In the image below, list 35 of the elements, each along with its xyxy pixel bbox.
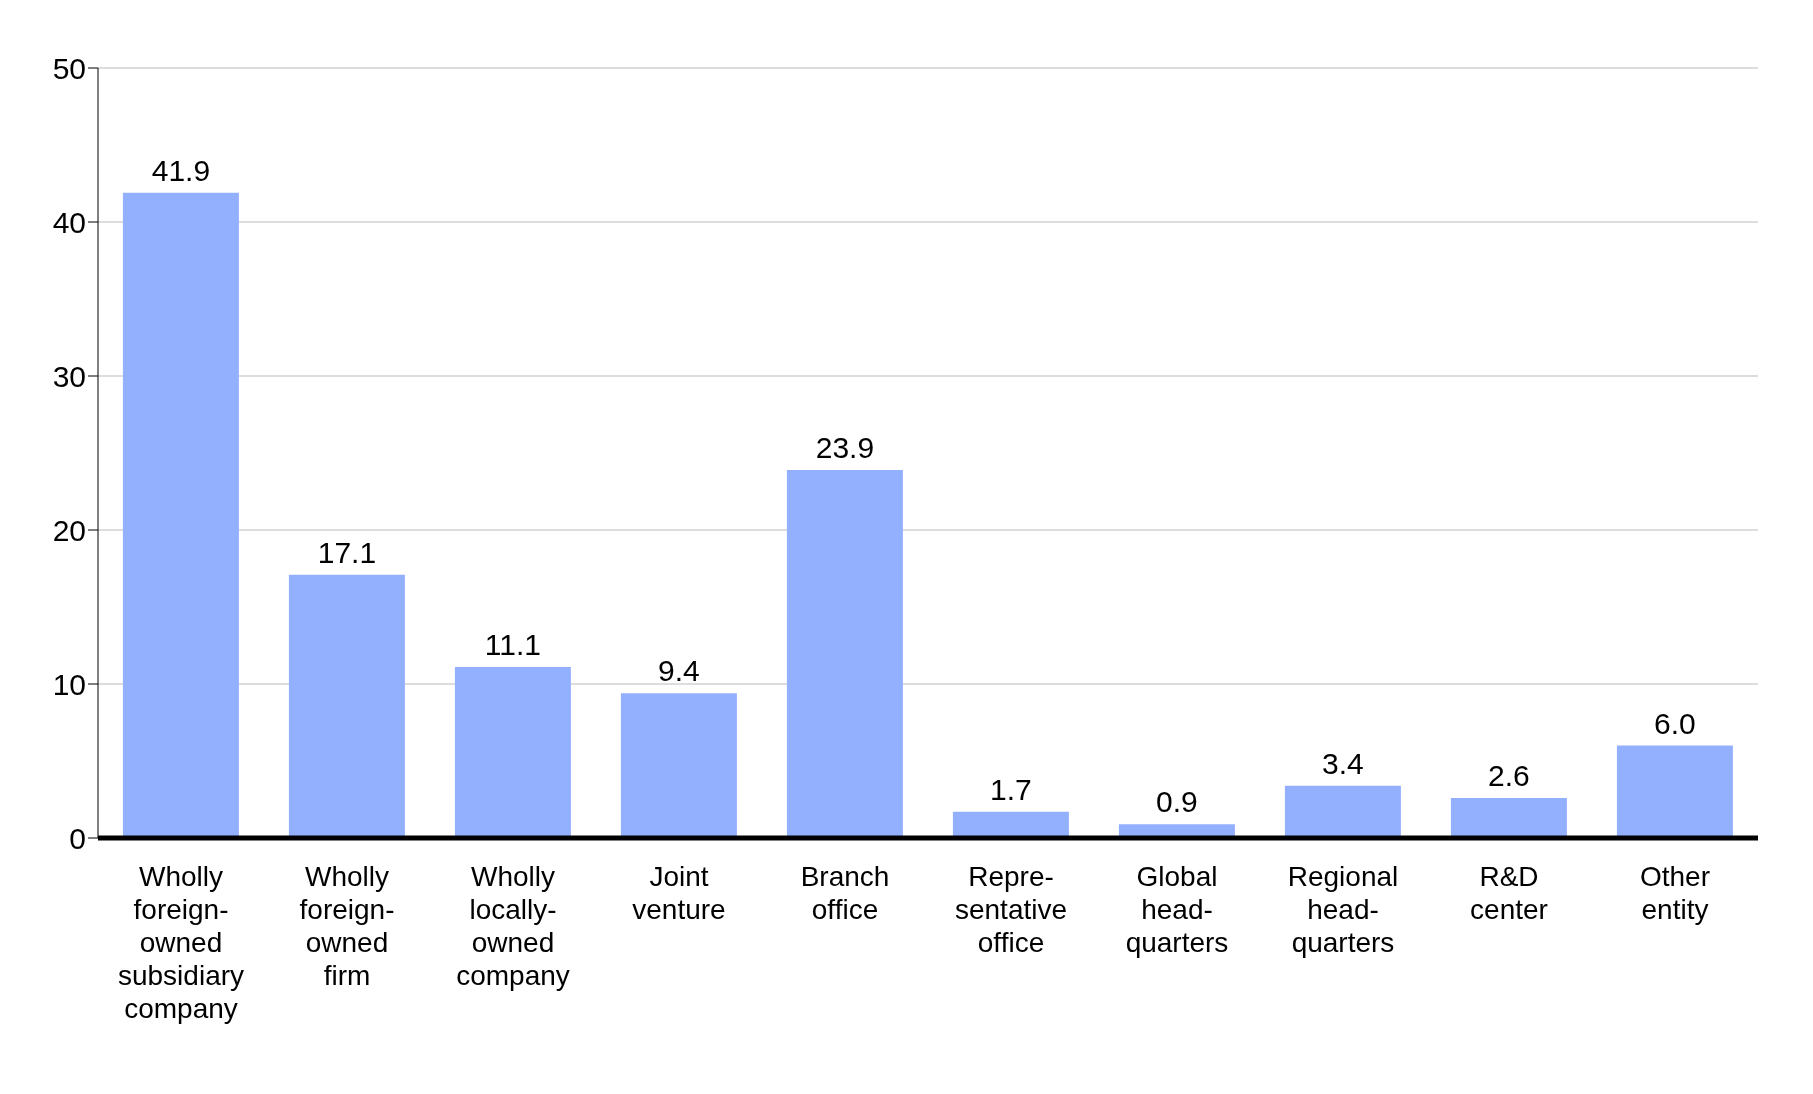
y-tick-label: 0 (69, 821, 86, 855)
x-tick-label: Branch office (800, 861, 890, 925)
bar (620, 693, 737, 838)
bar (122, 192, 239, 838)
bar (454, 667, 571, 838)
x-tick-label: Wholly foreign- owned firm (299, 861, 395, 991)
data-label: 1.7 (990, 772, 1032, 806)
data-label: 2.6 (1488, 758, 1530, 792)
x-tick-label: Global head- quarters (1125, 861, 1229, 958)
data-label: 23.9 (815, 430, 875, 464)
x-tick-label: Wholly foreign- owned subsidiary company (117, 861, 245, 1024)
data-label: 11.1 (484, 628, 541, 662)
data-label: 9.4 (658, 654, 700, 688)
y-tick-label: 30 (52, 359, 86, 393)
data-label: 3.4 (1322, 746, 1364, 780)
bar (786, 469, 903, 838)
data-label: 41.9 (151, 153, 211, 187)
x-tick-label: R&D center (1470, 861, 1548, 925)
bar (1284, 785, 1401, 838)
y-tick-label: 40 (52, 205, 86, 239)
x-tick-label: Regional head- quarters (1287, 861, 1399, 958)
x-tick-label: Joint venture (632, 861, 726, 925)
y-tick-label: 50 (52, 51, 86, 85)
data-label: 6.0 (1654, 706, 1696, 740)
data-label: 0.9 (1156, 785, 1198, 819)
bar (288, 574, 405, 838)
data-label: 17.1 (317, 535, 377, 569)
x-tick-label: Wholly locally- owned company (456, 861, 570, 991)
x-tick-label: Other entity (1639, 861, 1711, 925)
y-tick-label: 20 (52, 513, 86, 547)
bar (1616, 745, 1733, 838)
bar (952, 811, 1069, 838)
x-tick-label: Repre- sentative office (954, 861, 1068, 958)
y-tick-label: 10 (52, 667, 86, 701)
bar (1450, 797, 1567, 838)
